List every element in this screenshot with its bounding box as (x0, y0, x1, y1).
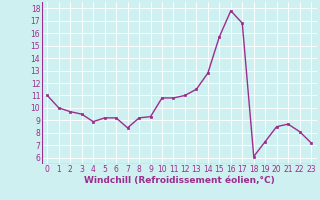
X-axis label: Windchill (Refroidissement éolien,°C): Windchill (Refroidissement éolien,°C) (84, 176, 275, 185)
